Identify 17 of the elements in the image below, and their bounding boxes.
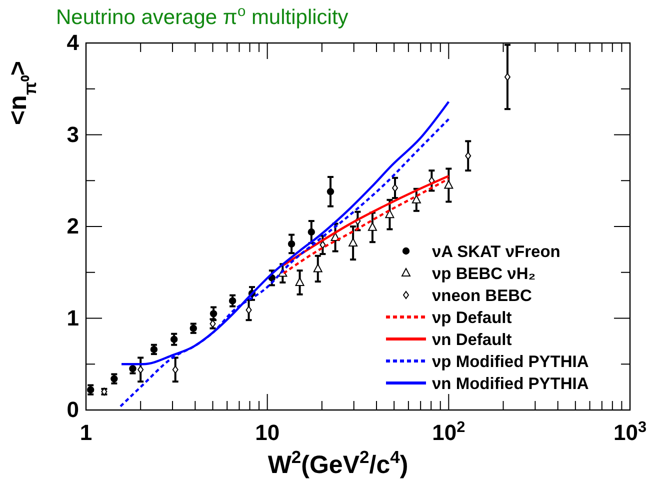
legend-label: νA SKAT νFreon — [432, 243, 560, 261]
y-tick-label: 3 — [66, 122, 79, 147]
x-axis-title: W$^{2}$(GeV$^{2}$/c$^{4}$) — [268, 447, 408, 479]
y-tick-label: 1 — [66, 305, 79, 330]
legend-label: νp Default — [432, 309, 512, 327]
x-tick-label: 10$^{3}$ — [613, 418, 647, 445]
x-tick-label: 10 — [255, 420, 280, 445]
chart-title: Neutrino average π$^{o}$ multiplicity — [56, 4, 349, 29]
legend-label: νp BEBC νH₂ — [432, 265, 536, 283]
x-tick-label: 10$^{2}$ — [432, 418, 466, 445]
y-tick-label: 0 — [66, 397, 79, 422]
legend-label: νn Default — [432, 331, 512, 349]
legend-label: νp Modified PYTHIA — [432, 353, 589, 371]
legend-label: νneon BEBC — [432, 287, 532, 305]
y-tick-label: 4 — [66, 30, 80, 55]
legend-label: νn Modified PYTHIA — [432, 375, 589, 393]
y-tick-label: 2 — [66, 214, 79, 238]
